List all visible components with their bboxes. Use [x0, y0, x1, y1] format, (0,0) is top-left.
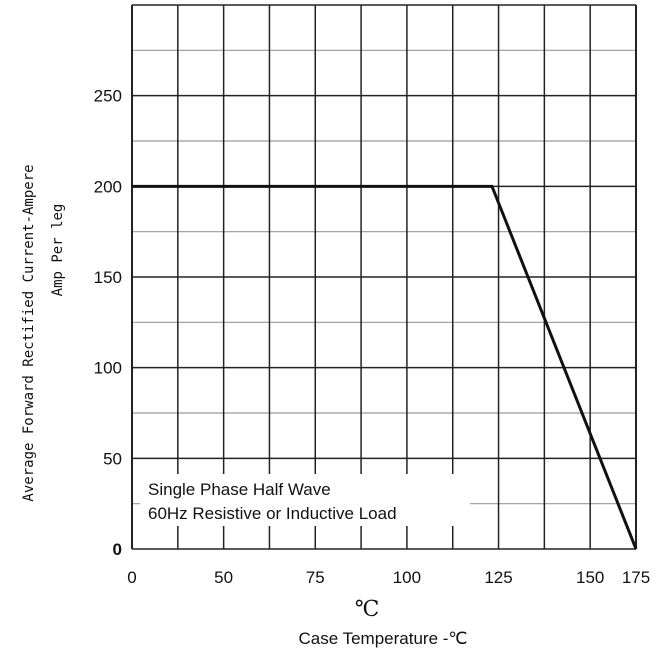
y-tick-label: 0	[113, 540, 122, 559]
y-tick-label: 100	[94, 359, 122, 378]
y-axis-label-line-1: Average Forward Rectified Current-Ampere	[21, 164, 37, 501]
annotation-box	[140, 474, 470, 526]
y-tick-label: 150	[94, 268, 122, 287]
x-tick-label: 150	[576, 568, 604, 587]
y-axis-label-line-2: Amp Per leg	[50, 204, 66, 297]
x-tick-label: 0	[127, 568, 136, 587]
x-tick-label: 50	[214, 568, 233, 587]
derating-curve	[132, 184, 638, 550]
x-tick-label: 175	[622, 568, 650, 587]
y-tick-label: 50	[103, 449, 122, 468]
tick-labels: 0 50 75 100 125 150 175 0 50 100 150 200 250	[94, 87, 651, 587]
annotation-line-1: Single Phase Half Wave	[148, 480, 331, 499]
x-tick-label: 100	[393, 568, 421, 587]
x-tick-label: 125	[484, 568, 512, 587]
grid	[131, 4, 637, 550]
x-axis-label: Case Temperature -℃	[298, 629, 467, 648]
x-tick-label: 75	[306, 568, 325, 587]
y-tick-label: 250	[94, 87, 122, 106]
annotation-line-2: 60Hz Resistive or Inductive Load	[148, 504, 397, 523]
x-axis-unit: ℃	[355, 597, 380, 622]
y-tick-label: 200	[94, 177, 122, 196]
